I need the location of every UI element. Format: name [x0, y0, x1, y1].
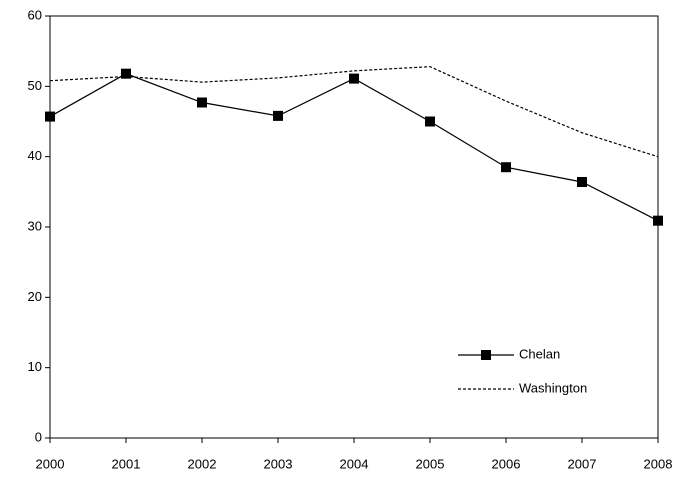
- y-tick-label: 40: [28, 148, 42, 163]
- series-line: [49, 73, 659, 222]
- x-tick-label: 2002: [188, 456, 217, 471]
- marker: [197, 97, 207, 108]
- legend-label: Washington: [519, 380, 587, 395]
- marker: [273, 110, 283, 121]
- y-tick-label: 10: [28, 359, 42, 374]
- x-tick-label: 2007: [568, 456, 597, 471]
- marker: [501, 162, 511, 173]
- marker: [121, 68, 131, 79]
- y-tick-label: 20: [28, 289, 42, 304]
- x-tick-label: 2001: [112, 456, 141, 471]
- marker: [577, 176, 587, 187]
- legend-label: Chelan: [519, 346, 560, 361]
- y-tick-label: 0: [35, 429, 42, 444]
- y-tick-label: 60: [28, 7, 42, 22]
- x-tick-label: 2004: [340, 456, 369, 471]
- x-tick-label: 2005: [416, 456, 445, 471]
- marker: [349, 73, 359, 84]
- x-tick-label: 2006: [492, 456, 521, 471]
- series-line: [49, 66, 659, 158]
- marker: [45, 111, 55, 122]
- x-tick-label: 2000: [36, 456, 65, 471]
- marker: [653, 215, 663, 226]
- y-tick-label: 50: [28, 78, 42, 93]
- marker: [425, 116, 435, 127]
- legend-marker: [481, 350, 491, 360]
- x-tick-label: 2008: [644, 456, 673, 471]
- y-tick-label: 30: [28, 218, 42, 233]
- x-tick-label: 2003: [264, 456, 293, 471]
